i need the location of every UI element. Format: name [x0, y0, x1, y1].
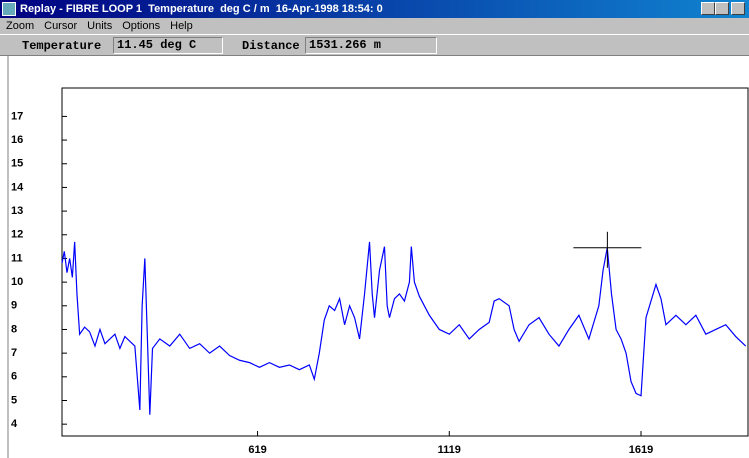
- data-line: [61, 241, 747, 415]
- y-tick-label: 17: [11, 110, 23, 122]
- y-tick-label: 14: [11, 181, 24, 193]
- chart: 4 5 6 7 8 9 10 11 12 13 14 15 16 17 619 1119 1619: [0, 56, 749, 458]
- field-label: Distance: [242, 39, 300, 53]
- menu-item[interactable]: Zoom: [6, 20, 35, 32]
- title-bar: Replay - FIBRE LOOP 1 Temperature deg C …: [0, 0, 749, 18]
- y-tick-label: 9: [11, 300, 17, 312]
- menu-item[interactable]: Units: [87, 20, 113, 32]
- y-tick-label: 16: [11, 134, 23, 146]
- y-tick-label: 7: [11, 347, 17, 359]
- y-tick-label: 6: [11, 371, 17, 383]
- y-tick-label: 15: [11, 158, 23, 170]
- menu-item[interactable]: Cursor: [44, 20, 78, 32]
- minimize-button[interactable]: [701, 2, 715, 15]
- field-label: Temperature: [22, 39, 102, 53]
- y-tick-label: 13: [11, 205, 23, 217]
- window-title: Replay - FIBRE LOOP 1 Temperature deg C …: [20, 3, 383, 15]
- y-tick-label: 10: [11, 276, 23, 288]
- menu-item[interactable]: Options: [122, 20, 161, 32]
- menu-bar: Zoom Cursor Units Options Help: [0, 18, 749, 34]
- field-value: 11.45 deg C: [113, 37, 223, 54]
- y-tick-label: 11: [11, 252, 23, 264]
- field-value: 1531.266 m: [305, 37, 437, 54]
- menu-item[interactable]: Help: [170, 20, 193, 32]
- x-tick-label: 619: [248, 444, 266, 456]
- app-icon: [2, 2, 16, 16]
- y-tick-label: 4: [11, 418, 18, 430]
- x-tick-label: 1619: [629, 444, 653, 456]
- y-tick-label: 8: [11, 323, 17, 335]
- x-tick-label: 1119: [438, 444, 461, 456]
- status-bar: Temperature 11.45 deg C Distance 1531.26…: [0, 34, 749, 56]
- maximize-button[interactable]: [715, 2, 729, 15]
- y-tick-label: 5: [11, 394, 17, 406]
- close-button[interactable]: [731, 2, 745, 15]
- y-tick-label: 12: [11, 229, 23, 241]
- chart-background: [0, 56, 749, 458]
